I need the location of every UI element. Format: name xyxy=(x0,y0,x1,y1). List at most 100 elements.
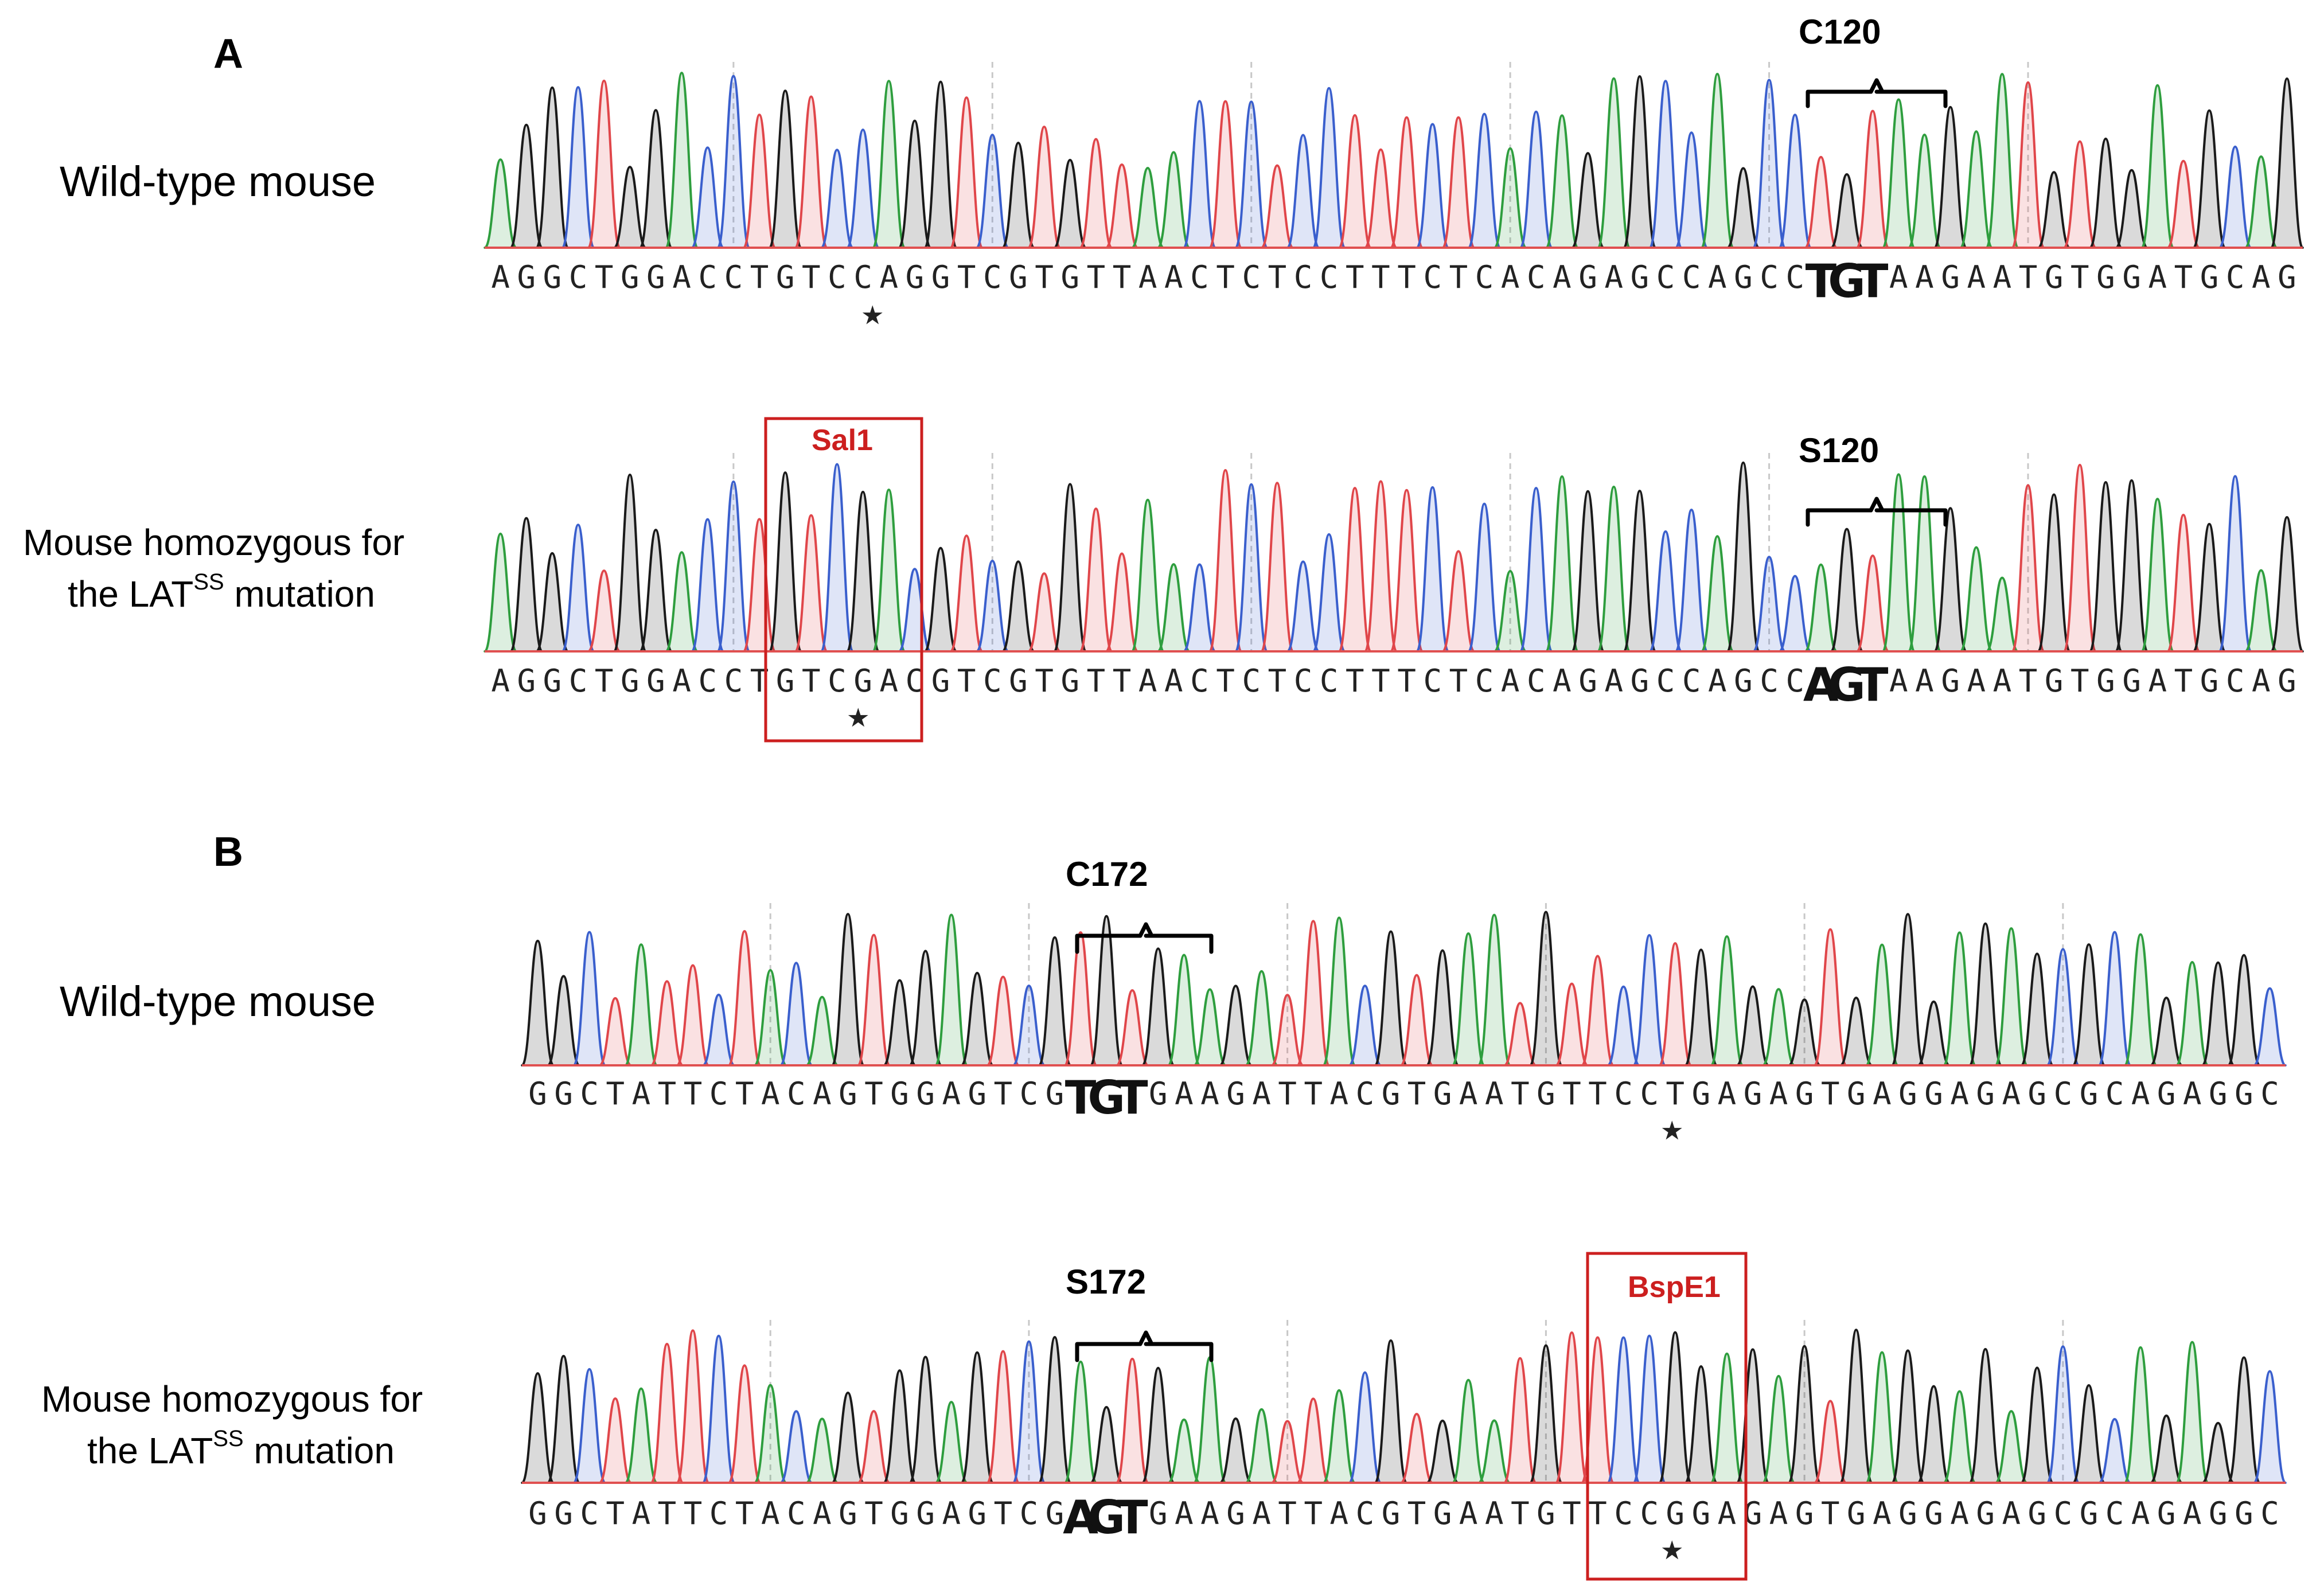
sequence-base: G xyxy=(931,663,950,699)
trace-peak-g xyxy=(1917,1385,1951,1484)
trace-peak-t xyxy=(1503,1002,1537,1066)
trace-peak-g xyxy=(831,1391,865,1484)
sequence-base: A xyxy=(632,1495,651,1532)
sequence-base: A xyxy=(1501,259,1520,295)
trace-peak-g xyxy=(923,80,958,249)
trace-peak-g xyxy=(1933,106,1967,249)
codon-base: T xyxy=(1857,658,1889,712)
sequence-base: G xyxy=(2157,1495,2176,1532)
sequence-base: G xyxy=(1941,663,1960,699)
sequence-base: C xyxy=(709,1495,728,1532)
trace-peak-t xyxy=(1115,1357,1149,1484)
trace-peak-c xyxy=(846,128,880,249)
trace-peak-c xyxy=(779,1410,813,1484)
trace-peak-a xyxy=(1865,1351,1899,1484)
sequence-base: G xyxy=(1744,1076,1763,1112)
trace-peak-c xyxy=(572,931,606,1066)
trace-peak-c xyxy=(1519,487,1553,653)
sequence-base: G xyxy=(554,1495,573,1532)
codon-label-s120: S120 xyxy=(1799,431,1879,470)
trace-peak-g xyxy=(1623,490,1657,653)
sequence-base: T xyxy=(1562,1495,1581,1532)
trace-peak-t xyxy=(1270,994,1304,1066)
sequence-base: G xyxy=(621,663,640,699)
trace-peak-g xyxy=(1830,528,1864,653)
sequence-base: A xyxy=(1200,1076,1219,1112)
sequence-base: A xyxy=(1164,259,1183,295)
trace-peak-t xyxy=(1364,148,1398,249)
trace-peak-t xyxy=(1364,480,1398,653)
trace-peak-g xyxy=(509,517,544,653)
trace-peak-g xyxy=(1726,461,1760,653)
trace-peak-c xyxy=(1632,1334,1666,1484)
sequence-base: T xyxy=(2070,259,2089,295)
trace-peak-a xyxy=(1167,954,1201,1066)
trace-peak-a xyxy=(805,1417,839,1484)
sequence-base: G xyxy=(1060,259,1079,295)
sequence-base: C xyxy=(828,663,847,699)
trace-peak-t xyxy=(857,933,891,1066)
sequence-base: G xyxy=(1976,1495,1995,1532)
trace-peak-a xyxy=(1985,576,2019,653)
trace-peak-c xyxy=(1183,563,1216,653)
sequence-base: C xyxy=(1760,663,1779,699)
sequence-base: A xyxy=(1164,663,1183,699)
sequence-base: C xyxy=(1682,259,1701,295)
sequence-base: G xyxy=(621,259,640,295)
trace-peak-t xyxy=(1441,550,1476,653)
trace-peak-g xyxy=(898,119,932,249)
sequence-base: G xyxy=(890,1495,909,1532)
trace-peak-g xyxy=(2037,493,2071,653)
sequence-base: A xyxy=(813,1076,832,1112)
sequence-base: G xyxy=(2045,663,2064,699)
trace-peak-a xyxy=(483,532,517,653)
trace-peak-t xyxy=(1813,1400,1847,1484)
trace-peak-t xyxy=(1296,1397,1331,1484)
trace-peak-g xyxy=(1529,911,1563,1066)
trace-peak-c xyxy=(701,1334,736,1484)
sequence-base: T xyxy=(957,663,976,699)
sequence-base: C xyxy=(1656,259,1675,295)
sequence-base: C xyxy=(1423,259,1442,295)
trace-peak-g xyxy=(1736,1348,1770,1484)
trace-peak-c xyxy=(1312,533,1346,653)
sequence-base: C xyxy=(1785,663,1804,699)
restriction-site-box-bspe1 xyxy=(1586,1252,1748,1581)
trace-peak-t xyxy=(986,1350,1020,1484)
sequence-base: A xyxy=(1553,259,1572,295)
trace-peak-g xyxy=(1968,922,2002,1066)
trace-peak-g xyxy=(1053,483,1087,653)
trace-peak-g xyxy=(1623,75,1657,249)
trace-peak-a xyxy=(2123,933,2158,1066)
sequence-base: A xyxy=(1252,1076,1271,1112)
trace-peak-t xyxy=(1296,920,1331,1066)
sequence-base: G xyxy=(528,1076,547,1112)
sequence-base: T xyxy=(1666,1076,1685,1112)
sequence-base: A xyxy=(632,1076,651,1112)
sequence-base: C xyxy=(1190,663,1209,699)
sequence-base: T xyxy=(606,1076,625,1112)
sequence-base: G xyxy=(1578,259,1597,295)
trace-peak-a xyxy=(1451,1378,1485,1484)
codon-base: G xyxy=(1087,1071,1125,1124)
sequence-base: T xyxy=(1278,1076,1297,1112)
sequence-base: A xyxy=(1769,1495,1788,1532)
trace-peak-t xyxy=(1581,955,1615,1066)
sequence-base: C xyxy=(1356,1495,1375,1532)
sequence-base: A xyxy=(1459,1076,1478,1112)
trace-peak-c xyxy=(779,962,813,1066)
trace-peak-a xyxy=(872,489,906,653)
trace-peak-a xyxy=(1545,475,1579,653)
sequence-base: G xyxy=(2096,259,2115,295)
sequence-base: C xyxy=(1356,1076,1375,1112)
trace-peak-a xyxy=(2175,1341,2209,1484)
sequence-base: G xyxy=(1009,663,1028,699)
sequence-base: T xyxy=(1216,663,1235,699)
sequence-base: T xyxy=(595,663,614,699)
sequence-base: G xyxy=(839,1076,857,1112)
trace-peak-g xyxy=(521,1372,555,1484)
trace-peak-c xyxy=(1648,530,1683,653)
sequence-base: T xyxy=(1449,663,1468,699)
trace-peak-a xyxy=(1710,1352,1744,1484)
